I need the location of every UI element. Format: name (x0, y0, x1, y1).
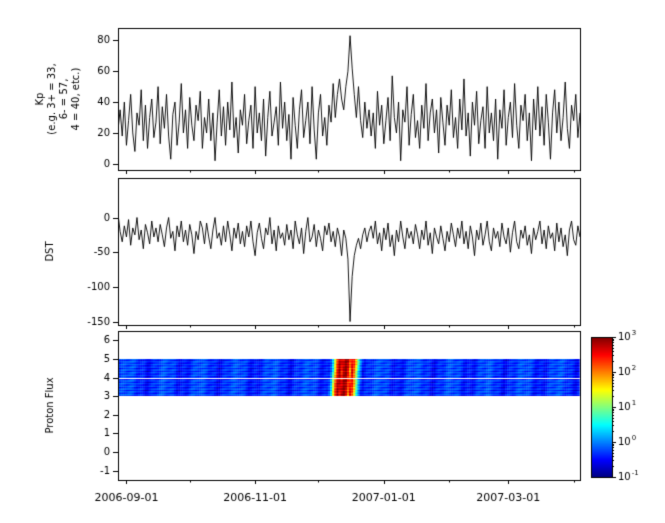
space-weather-figure (0, 0, 665, 523)
kp-dst-protonflux-plot-canvas (0, 0, 665, 523)
